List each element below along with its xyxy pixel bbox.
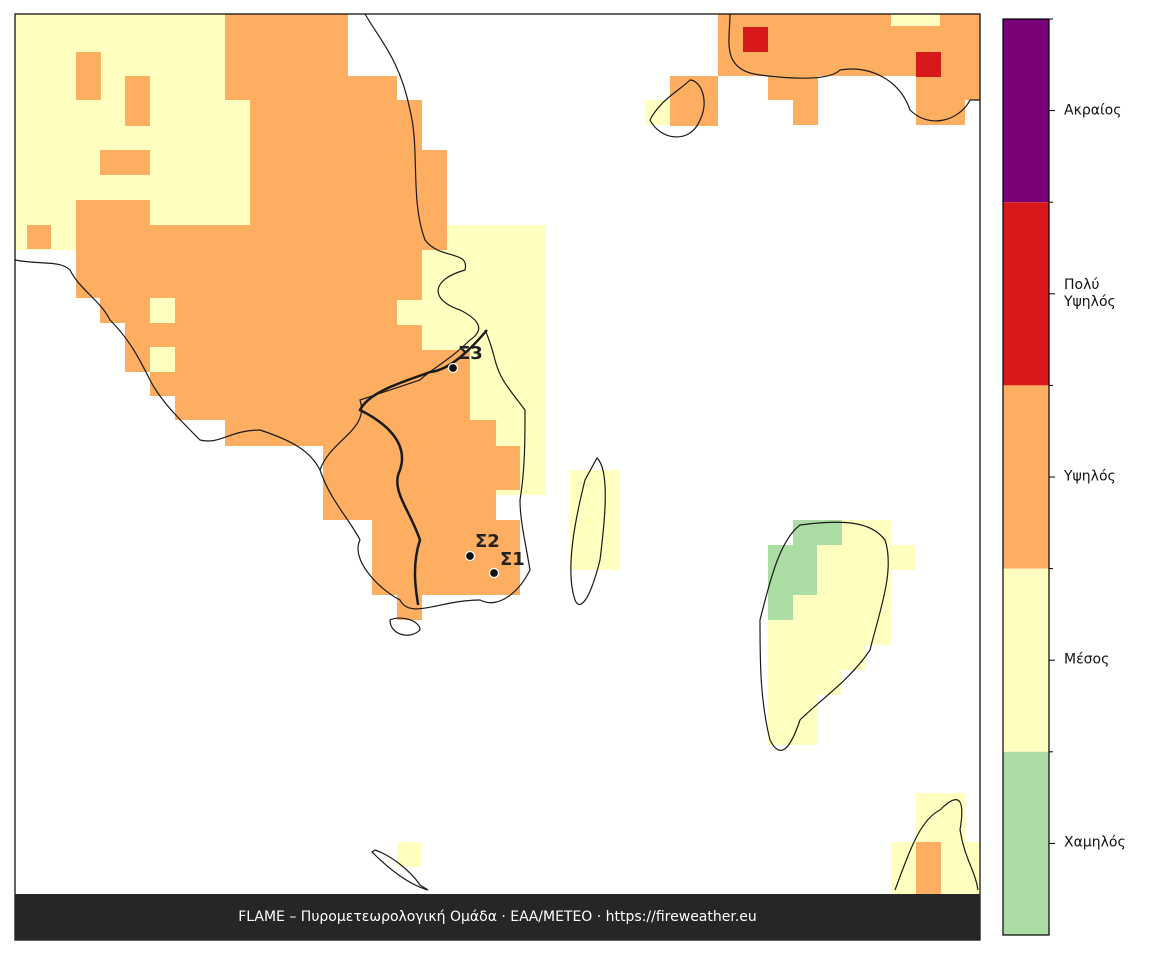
colorbar-segment (1003, 19, 1049, 203)
colorbar-frame (1002, 18, 1050, 936)
colorbar-segment (1003, 568, 1049, 752)
coastlines (14, 13, 980, 891)
colorbar (1003, 18, 1055, 935)
station-label: Σ2 (475, 531, 500, 552)
map-frame (14, 13, 981, 941)
footer: FLAME – Πυρομετεωρολογική Ομάδα · ΕΑΑ/ME… (15, 894, 980, 940)
station-marker (464, 550, 476, 562)
station-label: Σ3 (458, 343, 483, 364)
legend-label: Πολύ Υψηλός (1064, 276, 1116, 310)
station-marker (488, 567, 500, 579)
risk-grid (15, 14, 980, 894)
colorbar-segment (1003, 385, 1049, 569)
colorbar-segment (1003, 202, 1049, 386)
legend-label: Ακραίος (1064, 102, 1122, 119)
legend-label: Μέσος (1064, 651, 1110, 668)
colorbar-segment (1003, 751, 1049, 935)
legend-label: Υψηλός (1064, 468, 1116, 485)
station-label: Σ1 (500, 549, 525, 570)
legend-label: Χαμηλός (1064, 834, 1126, 851)
station-marker (447, 362, 459, 374)
